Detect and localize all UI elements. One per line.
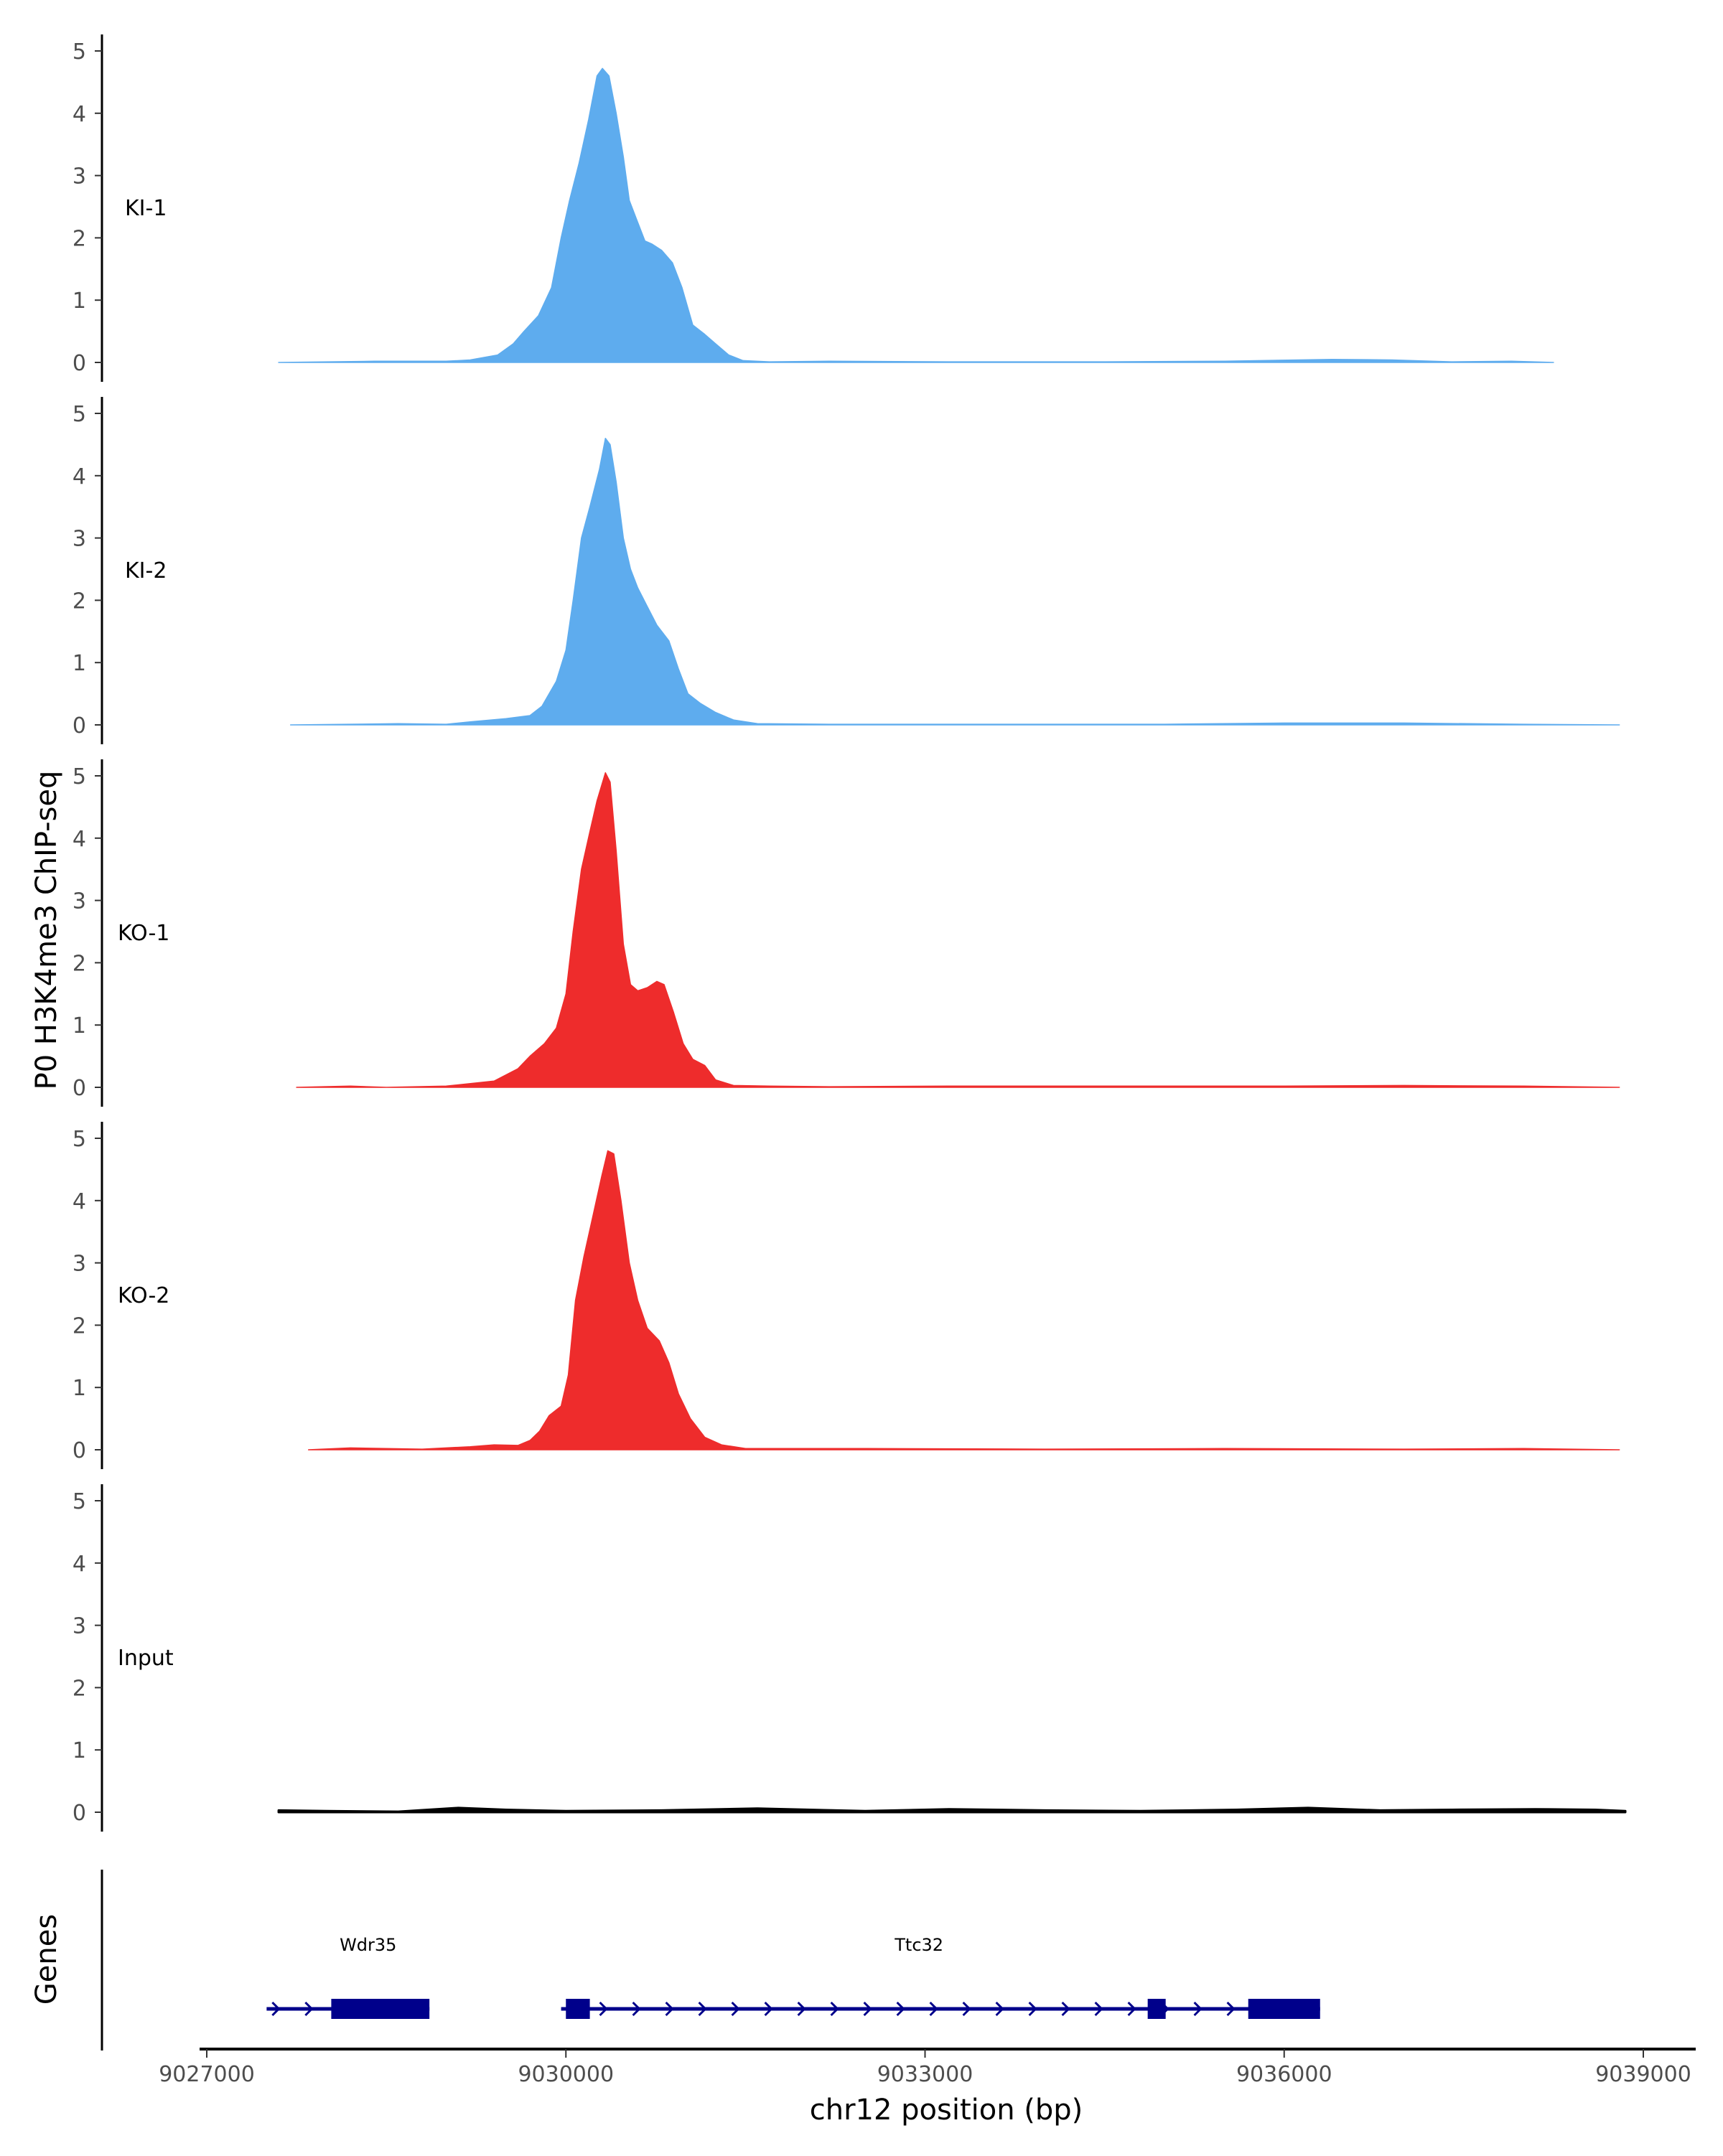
- strand-arrow-icon: [863, 2001, 872, 2017]
- x-axis: 9027000 9030000 9033000 9036000 9039000: [159, 2048, 1696, 2087]
- y-tick-label: 5: [73, 402, 86, 427]
- y-tick-label: 3: [73, 1614, 86, 1639]
- x-tick-label: 9027000: [159, 2062, 255, 2087]
- track-panel-input: 0 1 2 3 4 5 Input: [73, 1484, 1627, 1832]
- strand-arrow-icon: [764, 2001, 773, 2017]
- y-tick-label: 4: [73, 827, 86, 852]
- gene-label: Ttc32: [894, 1935, 943, 1955]
- y-tick-label: 4: [73, 102, 86, 127]
- track-panel-ki-2: 0 1 2 3 4 5 KI-2: [73, 397, 1620, 744]
- track-label: KO-2: [118, 1283, 169, 1308]
- y-tick-label: 4: [73, 464, 86, 489]
- y-axis-title: P0 H3K4me3 ChIP-seq: [30, 771, 63, 1090]
- y-tick-label: 5: [73, 1127, 86, 1152]
- y-tick-label: 1: [73, 289, 86, 314]
- track-panel-ko-2: 0 1 2 3 4 5 KO-2: [73, 1122, 1620, 1469]
- strand-arrow-icon: [1028, 2001, 1037, 2017]
- track-label: KI-1: [125, 196, 167, 221]
- strand-arrow-icon: [304, 2001, 314, 2017]
- gene-wdr35: Wdr35: [266, 1935, 430, 2019]
- strand-arrow-icon: [665, 2001, 674, 2017]
- strand-arrow-icon: [1094, 2001, 1103, 2017]
- strand-arrow-icon: [271, 2001, 281, 2017]
- strand-arrow-icon: [731, 2001, 740, 2017]
- y-tick-label: 0: [73, 1801, 86, 1826]
- track-panel-ki-1: 0 1 2 3 4 5 KI-1: [73, 34, 1554, 382]
- y-tick-label: 3: [73, 889, 86, 914]
- y-tick-label: 0: [73, 1076, 86, 1101]
- y-tick-label: 2: [73, 1676, 86, 1701]
- y-tick-label: 2: [73, 951, 86, 976]
- y-tick-label: 1: [73, 651, 86, 676]
- strand-arrow-icon: [1061, 2001, 1070, 2017]
- y-tick-label: 1: [73, 1738, 86, 1763]
- y-tick-label: 2: [73, 226, 86, 251]
- x-tick-label: 9030000: [518, 2062, 614, 2087]
- track-panel-ko-1: 0 1 2 3 4 5 KO-1: [73, 759, 1620, 1107]
- y-tick-label: 5: [73, 1489, 86, 1514]
- gene-exon: [566, 1999, 590, 2019]
- track-label: Input: [118, 1646, 174, 1671]
- gene-exon: [331, 1999, 430, 2019]
- y-tick-label: 0: [73, 713, 86, 739]
- strand-arrow-icon: [1226, 2001, 1236, 2017]
- y-tick-label: 2: [73, 1313, 86, 1339]
- y-tick-label: 3: [73, 527, 86, 552]
- y-tick-label: 1: [73, 1013, 86, 1039]
- gene-label: Wdr35: [340, 1935, 396, 1955]
- signal-area-ki-2: [289, 437, 1620, 726]
- signal-area-ko-1: [296, 772, 1620, 1088]
- track-label: KO-1: [118, 921, 169, 946]
- y-tick-label: 4: [73, 1189, 86, 1214]
- track-label: KI-2: [125, 558, 167, 583]
- gene-exon: [1147, 1999, 1166, 2019]
- y-tick-label: 3: [73, 1252, 86, 1277]
- strand-arrow-icon: [995, 2001, 1004, 2017]
- strand-arrow-icon: [698, 2001, 707, 2017]
- signal-area-ki-1: [278, 67, 1554, 363]
- x-tick-label: 9033000: [877, 2062, 973, 2087]
- y-tick-label: 1: [73, 1376, 86, 1401]
- gene-exon: [1248, 1999, 1320, 2019]
- strand-arrow-icon: [962, 2001, 971, 2017]
- y-tick-label: 4: [73, 1552, 86, 1577]
- y-tick-label: 2: [73, 589, 86, 614]
- y-tick-label: 5: [73, 39, 86, 65]
- y-tick-label: 3: [73, 164, 86, 189]
- x-tick-label: 9039000: [1595, 2062, 1691, 2087]
- y-tick-label: 0: [73, 351, 86, 376]
- strand-arrow-icon: [797, 2001, 806, 2017]
- signal-area-input: [277, 1806, 1627, 1814]
- strand-arrow-icon: [632, 2001, 641, 2017]
- y-tick-label: 5: [73, 764, 86, 789]
- genes-track: Genes Wdr35 Ttc32: [30, 1870, 1320, 2050]
- x-axis-title: chr12 position (bp): [810, 2094, 1083, 2127]
- x-tick-label: 9036000: [1236, 2062, 1332, 2087]
- strand-arrow-icon: [896, 2001, 905, 2017]
- y-tick-label: 0: [73, 1438, 86, 1463]
- signal-area-ko-2: [307, 1150, 1620, 1450]
- strand-arrow-icon: [830, 2001, 839, 2017]
- strand-arrow-icon: [929, 2001, 938, 2017]
- gene-ttc32: Ttc32: [561, 1935, 1320, 2019]
- genes-track-label: Genes: [30, 1914, 63, 2005]
- strand-arrow-icon: [1193, 2001, 1203, 2017]
- strand-arrow-icon: [1127, 2001, 1136, 2017]
- strand-arrow-icon: [599, 2001, 608, 2017]
